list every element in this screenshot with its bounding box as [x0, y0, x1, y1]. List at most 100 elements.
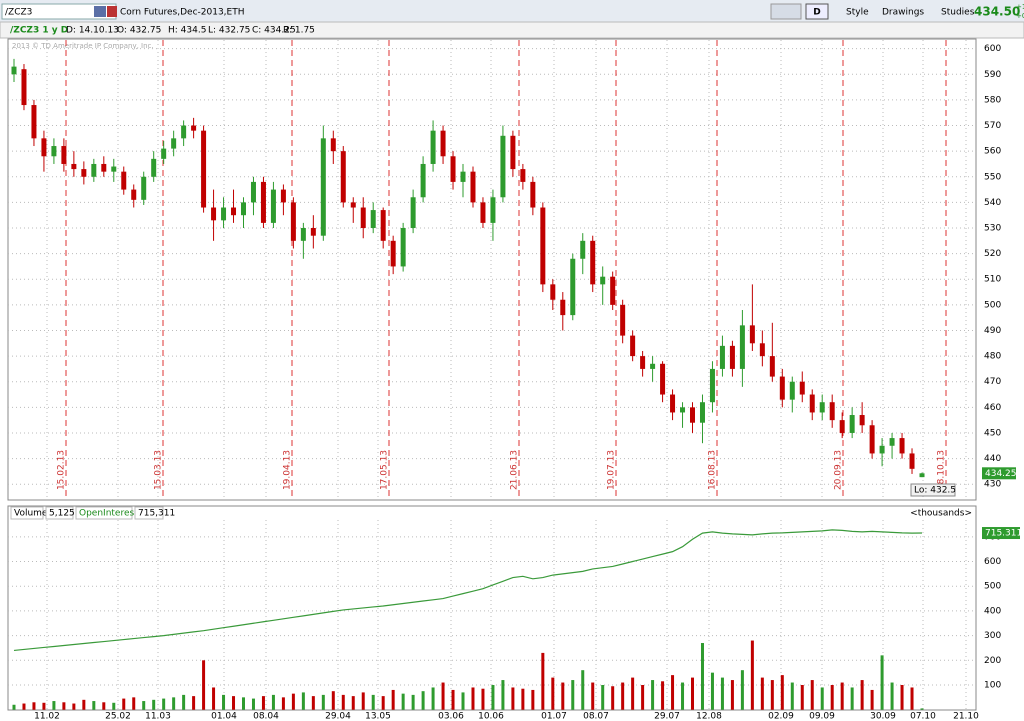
volume-bar	[511, 687, 515, 710]
period-label: 19.04.13	[283, 450, 293, 490]
volume-bar	[451, 689, 455, 710]
volume-bar	[142, 701, 146, 710]
volume-bar	[681, 682, 685, 710]
candle-body	[510, 135, 516, 170]
button-label[interactable]: Style	[846, 8, 869, 18]
candle-body	[430, 130, 436, 164]
candle-body	[151, 158, 157, 177]
volume-bar	[371, 694, 375, 710]
x-tick-label: 30.09	[870, 712, 896, 721]
candle-body	[171, 138, 177, 149]
candle-body	[500, 135, 506, 198]
button-d[interactable]	[805, 3, 829, 20]
volume-bar	[581, 670, 585, 710]
candle-body	[270, 189, 276, 223]
candle-body	[749, 325, 755, 344]
symbol-dropdown[interactable]	[94, 6, 106, 17]
header-item: Volume	[14, 509, 48, 519]
candle-body	[21, 69, 27, 106]
candle-body	[899, 438, 905, 454]
header-box	[75, 506, 133, 520]
symbol-link[interactable]	[107, 6, 117, 17]
volume-bar	[700, 643, 704, 710]
candle-body	[390, 240, 396, 267]
period-label: 19.07.13	[607, 450, 617, 490]
symbol-description: Corn Futures,Dec-2013,ETH	[120, 8, 245, 18]
x-tick-label: 11.03	[145, 712, 171, 721]
volume-bar	[112, 702, 116, 710]
candle-body	[360, 207, 366, 229]
candle-body	[101, 163, 107, 172]
y-tick-label: 550	[984, 172, 1001, 182]
y-tick-label: 540	[984, 198, 1001, 208]
candle-body	[640, 356, 646, 369]
volume-bar	[840, 682, 844, 710]
candle-body	[31, 105, 37, 139]
volume-bar	[521, 688, 525, 710]
candle-body	[310, 228, 316, 236]
x-tick-label: 13.05	[365, 712, 391, 721]
volume-bar	[162, 698, 166, 710]
change: +0	[1016, 12, 1024, 20]
candle-body	[290, 202, 296, 241]
period-label: 16.08.13	[708, 450, 718, 490]
volume-bar	[641, 685, 645, 710]
candle-body	[729, 345, 735, 369]
period-label: 18.10.13	[937, 450, 947, 490]
candle-body	[759, 343, 765, 357]
volume-bar	[900, 685, 904, 710]
candle-body	[819, 402, 825, 413]
volume-bar	[920, 708, 924, 710]
candle-body	[420, 163, 426, 198]
period-label: 20.09.13	[834, 450, 844, 490]
header-box	[45, 506, 74, 520]
candle-body	[889, 438, 895, 446]
button-label[interactable]: Drawings	[882, 8, 924, 18]
volume-bar	[192, 696, 196, 710]
y-tick-label: 580	[984, 95, 1001, 105]
volume-bar	[800, 685, 804, 710]
x-tick-label: 21.10	[953, 712, 979, 721]
candle-body	[380, 210, 386, 241]
candle-body	[739, 325, 745, 369]
last-price: 434.50	[974, 5, 1020, 19]
candle-body	[340, 151, 346, 203]
info-item: D: 14.10.13	[66, 26, 119, 36]
candle-body	[470, 171, 476, 203]
volume-bar	[870, 689, 874, 710]
info-bar	[0, 21, 1024, 39]
volume-bar	[491, 685, 495, 710]
candle-body	[630, 335, 636, 357]
info-item: /ZCZ3 1 y D	[10, 26, 68, 36]
volume-bar	[551, 677, 555, 710]
candle-body	[211, 207, 217, 221]
candle-body	[400, 228, 406, 267]
volume-bar	[740, 670, 744, 710]
volume-bar	[172, 697, 176, 710]
candle-body	[690, 407, 696, 423]
header-box	[134, 506, 164, 520]
candle-body	[480, 202, 486, 223]
y-tick-label: 430	[984, 480, 1001, 490]
candle-body	[560, 299, 566, 316]
x-tick-label: 03.06	[438, 712, 464, 721]
low-box	[910, 483, 956, 497]
tool-icons[interactable]	[770, 3, 802, 20]
y-tick-label: 530	[984, 224, 1001, 234]
button-label: D	[813, 8, 820, 18]
button-label[interactable]: Studies	[941, 8, 975, 18]
unit-label: <thousands>	[910, 509, 972, 519]
volume-bar	[571, 680, 575, 710]
volume-bar	[122, 698, 126, 710]
volume-bar	[271, 694, 275, 710]
volume-bar	[671, 675, 675, 710]
candle-body	[450, 156, 456, 182]
open-interest-line	[13, 529, 923, 652]
volume-bar	[621, 682, 625, 710]
candle-body	[709, 368, 715, 403]
candle-body	[191, 125, 197, 131]
y-tick-label: 450	[984, 428, 1001, 438]
candle-body	[859, 415, 865, 426]
period-label: 15.03.13	[154, 450, 164, 490]
